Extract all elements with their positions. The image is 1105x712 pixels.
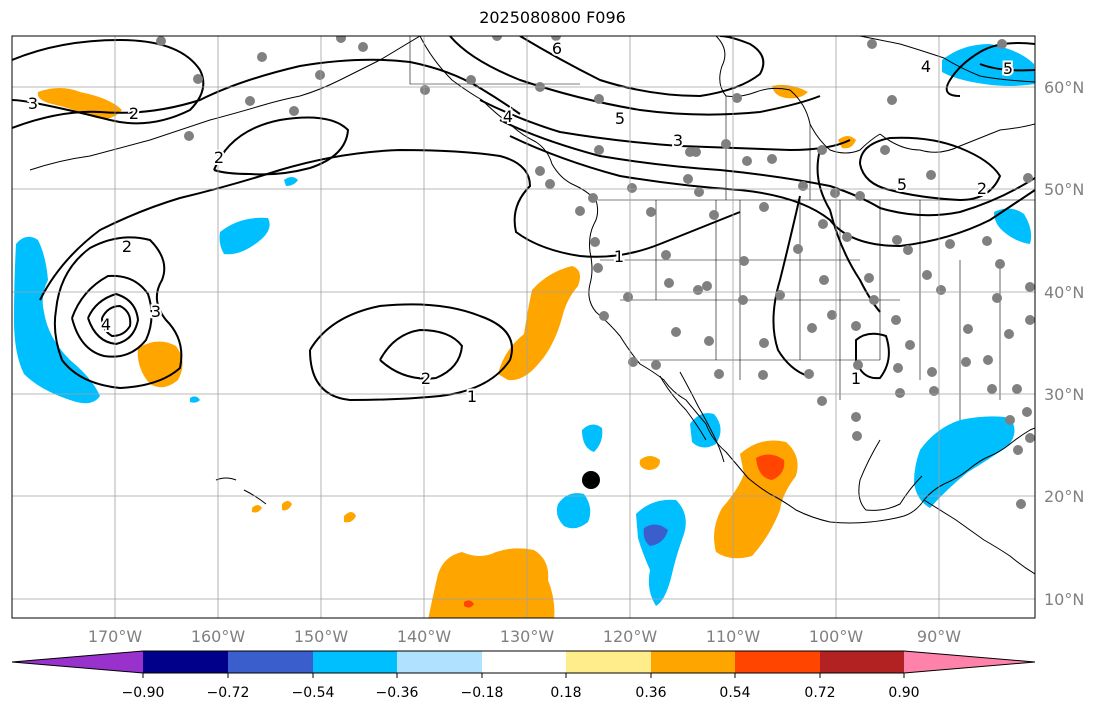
gridlines xyxy=(12,36,1035,618)
colorbar-tick-label: 0.90 xyxy=(888,685,919,701)
station-markers xyxy=(156,36,1035,509)
contour-label: 1 xyxy=(614,247,624,266)
colorbar-tick-label: −0.18 xyxy=(461,685,504,701)
longitude-label: 120°W xyxy=(603,627,658,646)
colorbar-tick-label: 0.72 xyxy=(804,685,835,701)
colorbar-tick-label: −0.54 xyxy=(292,685,335,701)
colorbar-extend-max xyxy=(904,651,1035,673)
contour-label: 2 xyxy=(421,369,431,388)
latitude-label: 50°N xyxy=(1044,180,1084,199)
colorbar-segment xyxy=(566,651,651,673)
latitude-label: 20°N xyxy=(1044,487,1084,506)
contour-label: 3 xyxy=(28,94,38,113)
longitude-axis: 170°W 160°W 150°W 140°W 130°W 120°W 110°… xyxy=(88,627,961,646)
contour-lines xyxy=(12,36,1035,402)
longitude-label: 170°W xyxy=(88,627,143,646)
colorbar-segment xyxy=(143,651,228,673)
colorbar-tick-label: 0.18 xyxy=(550,685,581,701)
longitude-label: 110°W xyxy=(706,627,761,646)
longitude-label: 90°W xyxy=(917,627,961,646)
contour-label: 2 xyxy=(122,237,132,256)
colorbar: −0.90 −0.72 −0.54 −0.36 −0.18 0.18 0.36 … xyxy=(11,650,1036,701)
colorbar-tick-label: 0.36 xyxy=(635,685,666,701)
contour-label: 2 xyxy=(977,179,987,198)
contour-label: 2 xyxy=(214,148,224,167)
map-frame xyxy=(11,35,1036,619)
colorbar-extend-min xyxy=(12,651,143,673)
colorbar-segment xyxy=(651,651,735,673)
contour-label: 1 xyxy=(851,369,861,388)
contour-label: 5 xyxy=(615,109,625,128)
contour-label: 6 xyxy=(552,39,562,58)
colorbar-tick-label: −0.36 xyxy=(376,685,419,701)
anomaly-shading xyxy=(14,44,1035,618)
contour-label: 3 xyxy=(151,302,161,321)
colorbar-tick-label: 0.54 xyxy=(719,685,750,701)
contour-label: 3 xyxy=(673,131,683,150)
longitude-label: 150°W xyxy=(294,627,349,646)
longitude-label: 100°W xyxy=(809,627,864,646)
latitude-axis: 60°N 50°N 40°N 30°N 20°N 10°N xyxy=(1044,78,1084,609)
latitude-label: 60°N xyxy=(1044,78,1084,97)
contour-label: 5 xyxy=(897,175,907,194)
colorbar-tick-marks xyxy=(142,673,905,678)
contour-label-group: 3 2 2 2 4 3 2 1 1 6 5 4 3 5 2 4 5 1 xyxy=(26,37,1015,408)
colorbar-segment xyxy=(397,651,482,673)
contour-label: 2 xyxy=(129,104,139,123)
contour-label: 4 xyxy=(921,57,931,76)
contour-label: 5 xyxy=(1003,59,1013,78)
map-area: 3 2 2 2 4 3 2 1 1 6 5 4 3 5 2 4 5 1 xyxy=(12,36,1035,618)
colorbar-segment xyxy=(820,651,904,673)
colorbar-segment xyxy=(482,651,566,673)
longitude-label: 130°W xyxy=(500,627,555,646)
contour-label: 4 xyxy=(101,315,111,334)
colorbar-tick-label: −0.72 xyxy=(207,685,250,701)
colorbar-tick-label: −0.90 xyxy=(122,685,165,701)
latitude-label: 30°N xyxy=(1044,385,1084,404)
latitude-label: 10°N xyxy=(1044,590,1084,609)
colorbar-segment xyxy=(228,651,313,673)
longitude-label: 140°W xyxy=(397,627,452,646)
colorbar-segment xyxy=(313,651,397,673)
colorbar-segment xyxy=(735,651,820,673)
latitude-label: 40°N xyxy=(1044,283,1084,302)
storm-center-marker xyxy=(582,471,600,489)
contour-label: 1 xyxy=(467,387,477,406)
map-title: 2025080800 F096 xyxy=(479,8,626,27)
longitude-label: 160°W xyxy=(191,627,246,646)
contour-label: 4 xyxy=(503,107,513,126)
